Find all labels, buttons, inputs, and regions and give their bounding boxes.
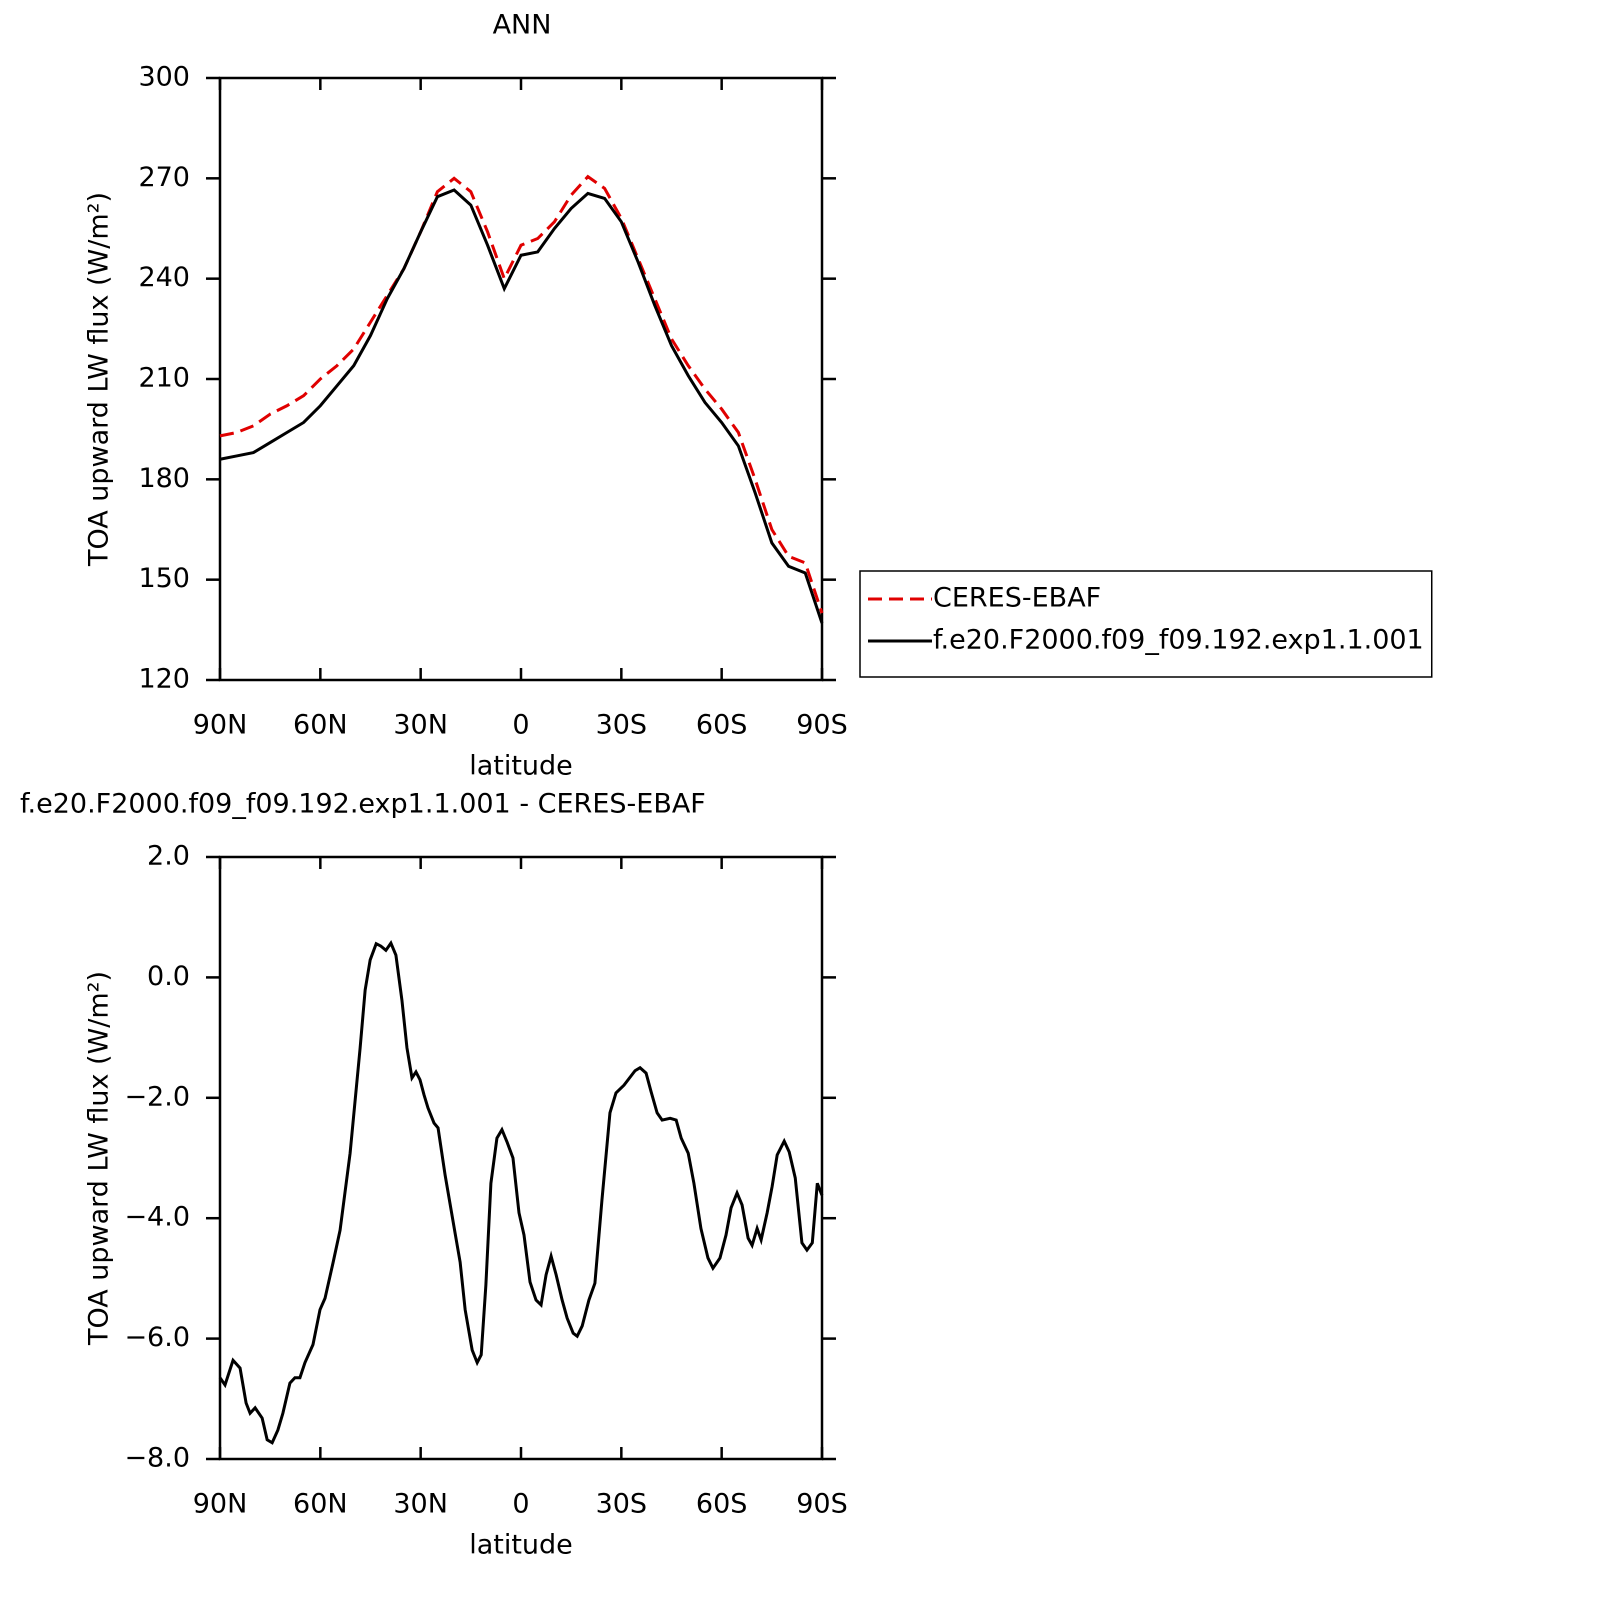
y-tick-label: 0.0 (147, 961, 190, 992)
y-tick-label: 240 (138, 262, 190, 293)
legend-label: CERES-EBAF (933, 583, 1101, 614)
x-tick-label: 90S (796, 1489, 848, 1520)
x-tick-label: 60S (696, 710, 748, 741)
x-tick-label: 90N (193, 1489, 248, 1520)
x-tick-label: 30S (596, 710, 648, 741)
x-tick-label: 60N (293, 1489, 348, 1520)
x-tick-label: 30S (596, 1489, 648, 1520)
y-tick-label: 270 (138, 162, 190, 193)
data-line (218, 939, 824, 1445)
y-tick-label: 180 (138, 463, 190, 494)
y-tick-label: −2.0 (124, 1081, 190, 1112)
x-tick-label: 60N (293, 710, 348, 741)
data-line (219, 188, 824, 624)
x-tick-label: 30N (393, 1489, 448, 1520)
x-tick-label: 0 (512, 1489, 529, 1520)
x-tick-label: 60S (696, 1489, 748, 1520)
y-tick-label: −8.0 (124, 1443, 190, 1474)
x-axis-label: latitude (469, 751, 573, 782)
legend-label: f.e20.F2000.f09_f09.192.exp1.1.001 (933, 625, 1424, 656)
y-tick-label: 150 (138, 563, 190, 594)
y-axis-label: TOA upward LW flux (W/m²) (84, 971, 115, 1346)
plot-frame (218, 855, 824, 1461)
plot-frame (218, 76, 824, 682)
data-line (219, 174, 824, 614)
x-axis-label: latitude (469, 1530, 573, 1561)
y-tick-label: 300 (138, 62, 190, 93)
y-tick-label: 2.0 (147, 841, 190, 872)
y-axis-label: TOA upward LW flux (W/m²) (84, 192, 115, 567)
legend: CERES-EBAF f.e20.F2000.f09_f09.192.exp1.1… (859, 570, 1433, 678)
x-tick-label: 0 (512, 710, 529, 741)
y-tick-label: 120 (138, 664, 190, 695)
y-tick-label: −6.0 (124, 1322, 190, 1353)
chart-title: f.e20.F2000.f09_f09.192.exp1.1.001 - CER… (20, 789, 706, 820)
x-tick-label: 90S (796, 710, 848, 741)
legend-box (859, 570, 1433, 678)
y-tick-label: 210 (138, 363, 190, 394)
x-tick-label: 30N (393, 710, 448, 741)
chart-title: ANN (493, 10, 552, 41)
y-tick-label: −4.0 (124, 1202, 190, 1233)
x-tick-label: 90N (193, 710, 248, 741)
